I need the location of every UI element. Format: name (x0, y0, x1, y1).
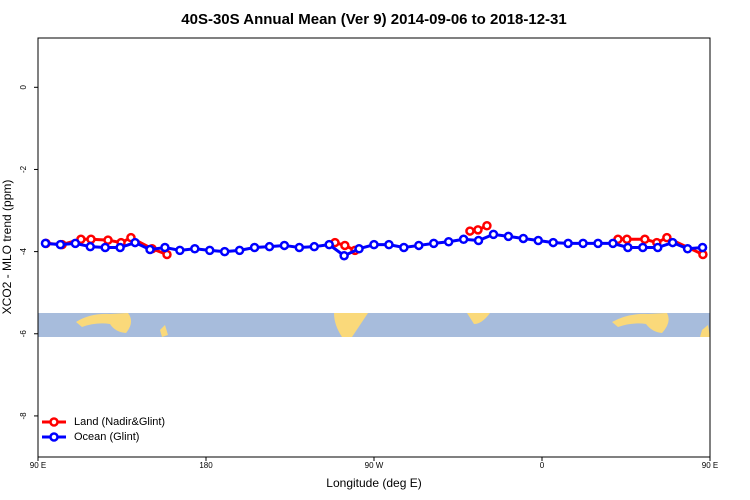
y-tick-label: -6 (19, 330, 28, 338)
data-point (518, 233, 529, 244)
y-tick-label: -4 (19, 248, 28, 256)
data-point (130, 237, 140, 248)
data-point (428, 238, 439, 249)
data-point (458, 234, 469, 245)
data-point (340, 240, 350, 251)
data-point (145, 244, 155, 255)
data-point (662, 232, 672, 243)
data-point (100, 242, 110, 253)
data-point (175, 245, 185, 256)
legend-marker (49, 417, 59, 427)
data-point (354, 243, 364, 254)
data-point (443, 236, 454, 247)
data-point (70, 238, 81, 249)
data-point (578, 238, 588, 249)
data-point (622, 234, 632, 245)
data-point (324, 239, 334, 250)
data-point (563, 238, 573, 249)
data-point (160, 242, 170, 253)
data-point (55, 239, 66, 250)
data-point (593, 238, 603, 249)
data-point (697, 242, 708, 253)
data-point (488, 229, 499, 240)
data-point (503, 231, 514, 242)
data-point (548, 237, 558, 248)
y-tick-label: -2 (19, 165, 28, 173)
data-point (473, 235, 484, 246)
data-point (249, 242, 260, 253)
x-tick-label: 90 W (365, 461, 384, 470)
data-point (414, 240, 424, 251)
data-point (190, 243, 200, 254)
data-point (482, 220, 492, 231)
data-point (279, 240, 290, 251)
data-point (652, 242, 663, 253)
data-point (638, 242, 648, 253)
legend-marker (49, 432, 59, 442)
data-point (667, 237, 678, 248)
x-tick-label: 0 (540, 461, 545, 470)
y-axis-label: XCO2 - MLO trend (ppm) (0, 180, 14, 315)
data-point (682, 243, 693, 254)
x-tick-label: 90 E (30, 461, 46, 470)
data-point (264, 241, 275, 252)
data-point (234, 245, 245, 256)
x-axis-label: Longitude (deg E) (326, 476, 421, 490)
data-point (309, 241, 320, 252)
data-point (86, 234, 96, 245)
data-point (40, 238, 51, 249)
data-point (473, 225, 483, 235)
data-point (369, 239, 379, 250)
data-point (608, 238, 618, 249)
legend-label: Ocean (Glint) (74, 431, 139, 443)
data-point (640, 234, 650, 245)
chart-title: 40S-30S Annual Mean (Ver 9) 2014-09-06 t… (181, 11, 566, 28)
data-point (533, 235, 544, 246)
data-point (85, 241, 96, 252)
data-point (384, 239, 394, 250)
data-point (219, 246, 230, 257)
x-tick-label: 180 (199, 461, 213, 470)
map-strip (38, 313, 710, 337)
x-tick-label: 90 E (702, 461, 718, 470)
data-point (115, 242, 125, 253)
data-point (399, 242, 409, 253)
data-point (339, 250, 349, 261)
data-point (103, 235, 113, 245)
data-point (294, 242, 305, 253)
data-point (204, 245, 215, 256)
data-point (623, 242, 633, 253)
y-tick-label: 0 (19, 85, 28, 90)
data-point (465, 226, 475, 236)
legend-label: Land (Nadir&Glint) (74, 416, 165, 428)
y-tick-label: -8 (19, 412, 28, 420)
